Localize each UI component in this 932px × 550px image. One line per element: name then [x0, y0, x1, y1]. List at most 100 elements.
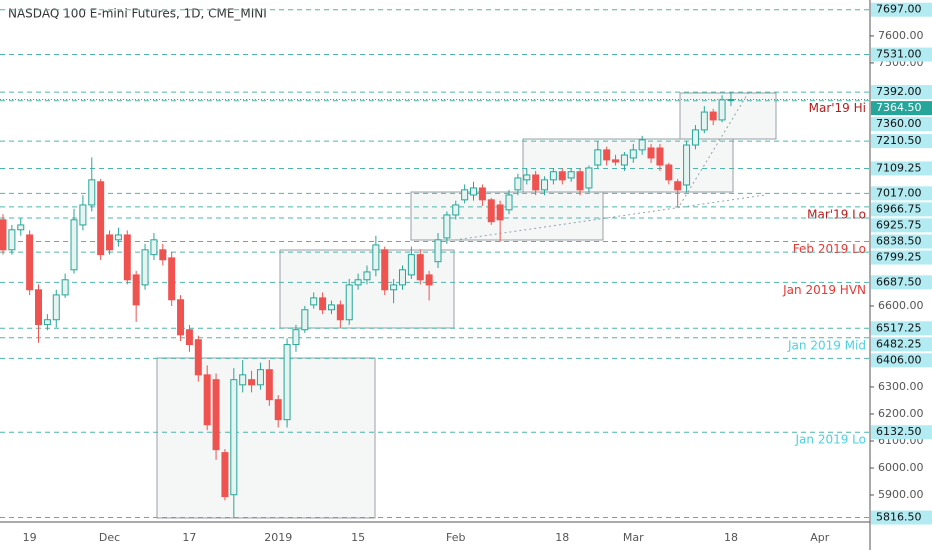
- candle-body: [647, 147, 655, 159]
- level-label-box: [871, 202, 932, 217]
- candle-body: [691, 129, 699, 146]
- candle-body: [159, 249, 167, 261]
- candle-body: [292, 329, 300, 346]
- candle-body: [523, 174, 531, 181]
- level-label-box: [871, 101, 932, 116]
- chart-title: NASDAQ 100 E-mini Futures, 1D, CME_MINI: [8, 7, 267, 21]
- candle-body: [700, 111, 708, 131]
- x-tick-label: 17: [182, 531, 196, 544]
- candle-body: [470, 187, 478, 196]
- candle-body: [452, 204, 460, 216]
- candle-body: [345, 284, 353, 321]
- candle-body: [372, 244, 380, 271]
- candle-body: [620, 154, 628, 166]
- level-note: Jan 2019 HVN: [782, 283, 866, 297]
- level-label: 6406.00: [876, 353, 922, 366]
- candle-body: [97, 181, 105, 256]
- candle-body: [398, 269, 406, 286]
- candle-body: [425, 274, 433, 286]
- candle-body: [61, 279, 69, 296]
- y-tick-label: 6300.00: [878, 380, 924, 393]
- candle-body: [567, 171, 575, 179]
- candle-body: [114, 234, 122, 241]
- x-tick-label: Dec: [99, 531, 120, 544]
- x-tick-label: Feb: [446, 531, 465, 544]
- x-tick-label: 19: [23, 531, 37, 544]
- range-box: [522, 138, 734, 193]
- level-label-box: [871, 337, 932, 352]
- candle-body: [88, 179, 96, 206]
- candle-body: [656, 147, 664, 166]
- level-label-box: [871, 234, 932, 249]
- level-label: 6799.25: [876, 251, 922, 264]
- candle-body: [230, 379, 238, 496]
- candle-body: [26, 234, 34, 291]
- x-tick-label: 15: [351, 531, 365, 544]
- candle-body: [336, 304, 344, 321]
- level-label: 7364.50: [876, 101, 922, 114]
- candle-body: [79, 204, 87, 226]
- level-label-box: [871, 85, 932, 100]
- y-tick-label: 6000.00: [878, 461, 924, 474]
- candle-body: [8, 229, 16, 251]
- level-label-box: [871, 353, 932, 368]
- y-tick-label: 7600.00: [878, 29, 924, 42]
- level-label: 6966.75: [876, 202, 922, 215]
- candle-body: [629, 149, 637, 159]
- level-label: 6132.50: [876, 425, 922, 438]
- x-tick-label: Apr: [810, 531, 830, 544]
- level-label: 7109.25: [876, 161, 922, 174]
- candle-body: [274, 399, 282, 421]
- candle-body: [283, 344, 291, 421]
- candle-body: [319, 297, 327, 311]
- level-note: Jan 2019 Lo: [795, 433, 866, 447]
- candle-body: [603, 149, 611, 161]
- x-tick-label: Mar: [623, 531, 644, 544]
- level-label-box: [871, 510, 932, 525]
- x-tick-label: 18: [555, 531, 569, 544]
- candle-body: [221, 452, 229, 498]
- level-label: 7017.00: [876, 186, 922, 199]
- candle-body: [310, 297, 318, 306]
- level-label-box: [871, 218, 932, 233]
- candle-body: [354, 279, 362, 286]
- candle-body: [390, 284, 398, 291]
- candle-body: [381, 249, 389, 291]
- candle-body: [532, 174, 540, 191]
- y-tick-label: 6600.00: [878, 299, 924, 312]
- candle-body: [17, 224, 25, 231]
- candle-body: [327, 304, 335, 311]
- level-label: 7360.00: [876, 117, 922, 130]
- candle-body: [132, 274, 140, 306]
- level-label-box: [871, 2, 932, 17]
- candle-body: [487, 199, 495, 223]
- level-note: Mar'19 Hi: [809, 101, 866, 115]
- level-note: Jan 2019 Mid: [787, 338, 866, 352]
- level-label: 7531.00: [876, 48, 922, 61]
- trend-lines: [454, 89, 766, 241]
- level-note: Mar'19 Lo: [807, 207, 866, 221]
- candle-body: [514, 177, 522, 191]
- candle-body: [194, 339, 202, 376]
- candle-body: [35, 289, 43, 326]
- x-tick-label: 18: [724, 531, 738, 544]
- candle-body: [239, 374, 247, 386]
- trend-line: [454, 194, 766, 241]
- candle-body: [407, 254, 415, 276]
- candle-body: [443, 214, 451, 239]
- candle-body: [212, 379, 220, 451]
- candle-body: [665, 164, 673, 181]
- level-label-box: [871, 250, 932, 265]
- candle-body: [496, 204, 504, 221]
- level-label-box: [871, 275, 932, 290]
- level-label-box: [871, 186, 932, 201]
- y-tick-label: 6200.00: [878, 407, 924, 420]
- x-tick-label: 2019: [264, 531, 292, 544]
- candle-body: [0, 219, 7, 251]
- candle-body: [478, 187, 486, 201]
- level-label-box: [871, 161, 932, 176]
- candle-body: [505, 194, 513, 211]
- candle-body: [203, 374, 211, 426]
- level-label-box: [871, 47, 932, 62]
